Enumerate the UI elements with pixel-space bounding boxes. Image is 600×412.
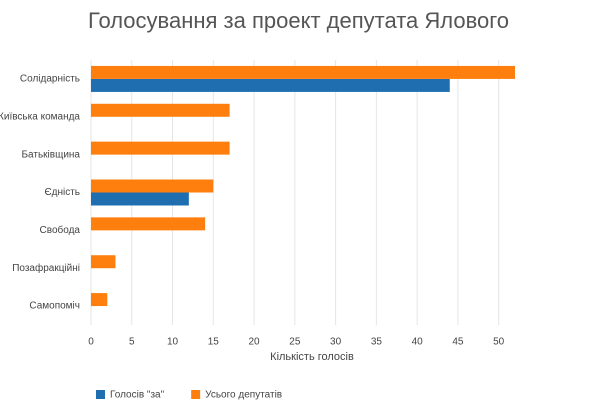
x-tick-label: 10	[167, 337, 179, 348]
bar	[91, 255, 116, 269]
x-tick-label: 30	[330, 337, 342, 348]
legend-swatch	[191, 390, 201, 399]
legend-swatch	[96, 390, 105, 399]
y-tick-label: Позафракційні	[12, 262, 80, 274]
x-tick-label: 50	[493, 337, 505, 348]
chart-title: Голосування за проект депутата Ялового	[88, 8, 509, 33]
bar	[91, 103, 230, 117]
y-tick-label: Свобода	[40, 224, 81, 236]
x-tick-label: 25	[289, 337, 301, 348]
legend-label: Голосів "за"	[110, 390, 165, 401]
bar	[91, 179, 214, 193]
bar	[91, 141, 230, 155]
x-axis-label: Кількість голосів	[270, 351, 354, 363]
y-tick-label: Батьківщина	[21, 149, 80, 160]
bar	[91, 217, 206, 231]
y-tick-label: Солідарність	[20, 74, 80, 85]
x-tick-label: 35	[371, 337, 383, 348]
x-tick-label: 40	[412, 337, 424, 348]
bar	[91, 293, 108, 307]
y-tick-label: Київська команда	[0, 111, 80, 122]
bar	[91, 78, 450, 92]
bar	[91, 192, 189, 206]
y-tick-label: Єдність	[44, 187, 80, 198]
x-tick-label: 5	[129, 337, 135, 348]
x-tick-label: 45	[452, 337, 464, 348]
y-tick-label: Самопоміч	[29, 301, 80, 312]
x-tick-label: 20	[249, 337, 261, 348]
x-tick-label: 15	[208, 337, 220, 348]
bar	[91, 65, 515, 79]
x-tick-label: 0	[88, 337, 94, 348]
legend-label: Усього депутатів	[205, 390, 282, 401]
